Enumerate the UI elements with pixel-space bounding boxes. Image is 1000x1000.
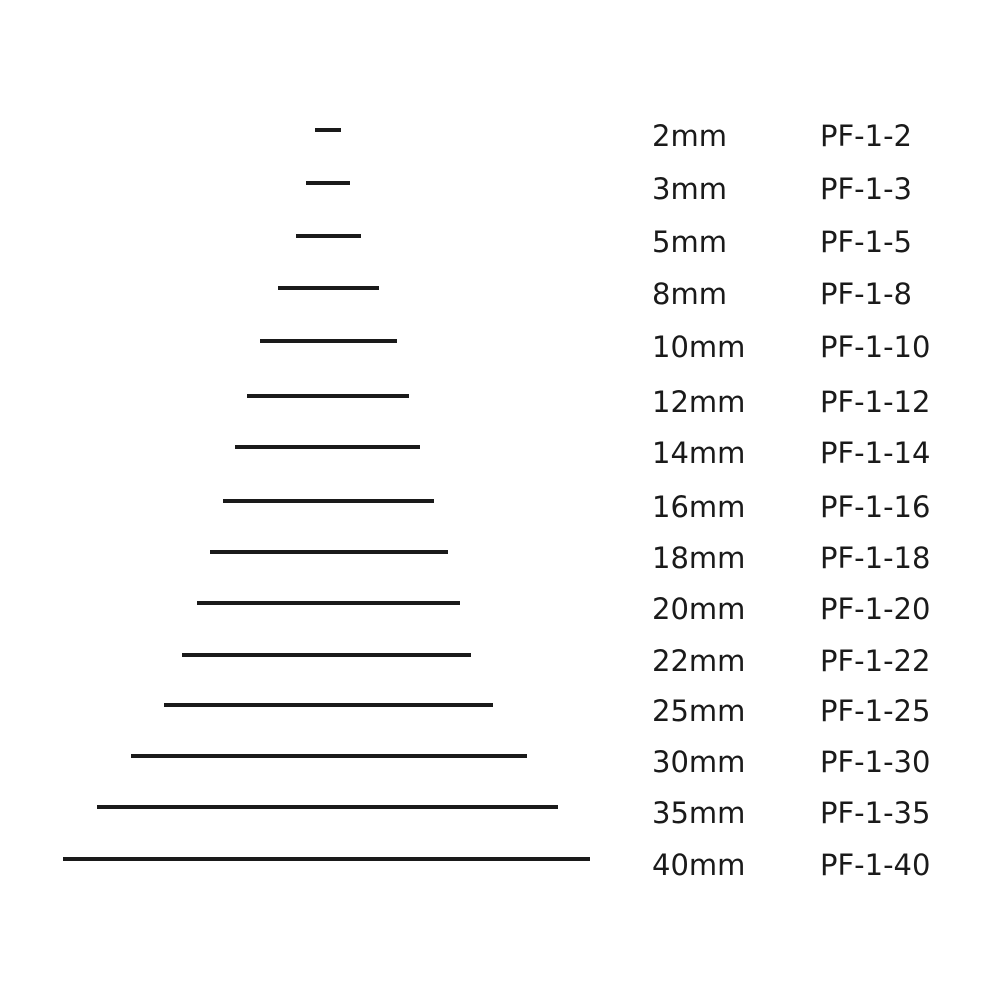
width-line: [315, 128, 341, 132]
width-line: [278, 286, 379, 290]
product-code: PF-1-14: [820, 436, 931, 470]
size-label: 40mm: [652, 848, 746, 882]
product-code: PF-1-10: [820, 330, 931, 364]
product-code: PF-1-5: [820, 225, 912, 259]
size-label: 35mm: [652, 796, 746, 830]
size-label: 30mm: [652, 745, 746, 779]
product-code: PF-1-12: [820, 385, 931, 419]
width-line: [210, 550, 448, 554]
width-line: [63, 857, 590, 861]
size-label: 2mm: [652, 119, 727, 153]
width-line: [197, 601, 460, 605]
size-label: 25mm: [652, 694, 746, 728]
size-label: 20mm: [652, 592, 746, 626]
width-line: [306, 181, 350, 185]
product-code: PF-1-22: [820, 644, 931, 678]
size-label: 18mm: [652, 541, 746, 575]
size-label: 14mm: [652, 436, 746, 470]
product-code: PF-1-30: [820, 745, 931, 779]
product-code: PF-1-16: [820, 490, 931, 524]
width-line: [247, 394, 409, 398]
size-label: 12mm: [652, 385, 746, 419]
product-code: PF-1-2: [820, 119, 912, 153]
width-line: [164, 703, 493, 707]
size-label: 5mm: [652, 225, 727, 259]
product-code: PF-1-40: [820, 848, 931, 882]
width-line: [260, 339, 397, 343]
product-code: PF-1-25: [820, 694, 931, 728]
product-code: PF-1-8: [820, 277, 912, 311]
width-line: [182, 653, 471, 657]
size-label: 3mm: [652, 172, 727, 206]
size-label: 8mm: [652, 277, 727, 311]
width-line: [235, 445, 420, 449]
width-line: [223, 499, 434, 503]
product-code: PF-1-3: [820, 172, 912, 206]
width-line: [296, 234, 361, 238]
size-label: 16mm: [652, 490, 746, 524]
size-label: 10mm: [652, 330, 746, 364]
size-label: 22mm: [652, 644, 746, 678]
width-line: [97, 805, 558, 809]
product-code: PF-1-20: [820, 592, 931, 626]
width-line: [131, 754, 527, 758]
product-code: PF-1-35: [820, 796, 931, 830]
product-code: PF-1-18: [820, 541, 931, 575]
